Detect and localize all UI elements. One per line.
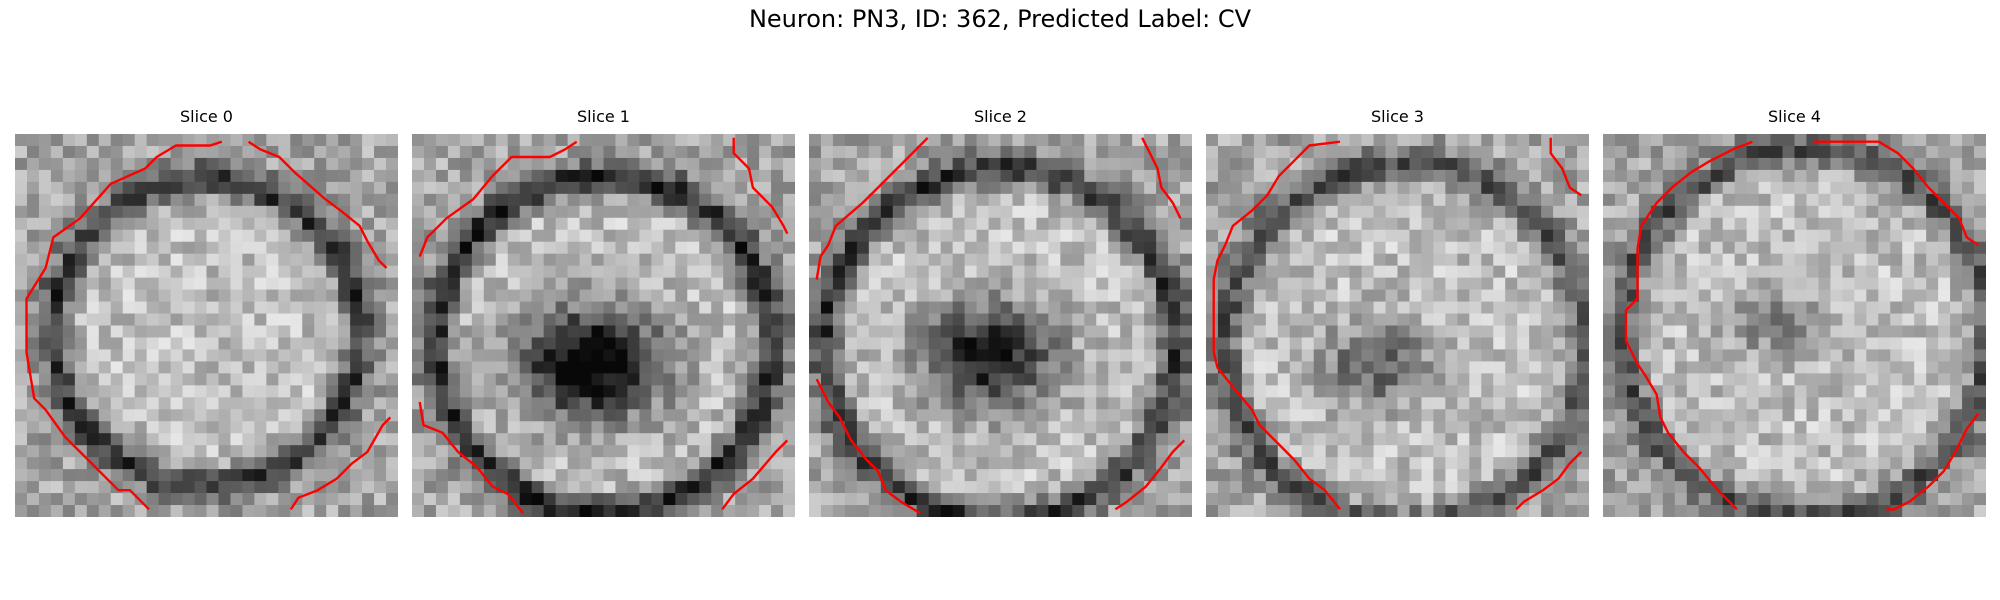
contour-line (1624, 140, 1753, 511)
contour-line (1515, 451, 1583, 511)
slice-title-3: Slice 3 (1371, 107, 1424, 126)
contour-line (247, 140, 388, 269)
slice-title-0: Slice 0 (180, 107, 233, 126)
pixel-grid (809, 134, 1192, 517)
contour-line (1549, 137, 1582, 197)
contour-line (721, 439, 789, 511)
contour-line (732, 137, 789, 235)
slice-image-4 (1603, 134, 1986, 517)
contour-line (1813, 140, 1979, 247)
slice-panel-2: Slice 2 (809, 107, 1192, 519)
contour-line (418, 140, 578, 258)
contour-line (815, 378, 921, 515)
slice-image-3 (1206, 134, 1589, 517)
pixel-grid (1206, 134, 1589, 517)
contour-line (1212, 140, 1341, 511)
slice-panel-4: Slice 4 (1603, 107, 1986, 519)
slice-panel-3: Slice 3 (1206, 107, 1589, 519)
slice-title-1: Slice 1 (577, 107, 630, 126)
pixel-grid (1603, 134, 1986, 517)
contour-line (25, 140, 223, 511)
figure-title: Neuron: PN3, ID: 362, Predicted Label: C… (748, 5, 1252, 33)
pixel-grid (15, 134, 398, 517)
contour-line (1886, 412, 1980, 511)
slice-image-1 (412, 134, 795, 517)
slice-title-2: Slice 2 (974, 107, 1027, 126)
slice-image-2 (809, 134, 1192, 517)
contour-line (418, 401, 525, 514)
slice-title-4: Slice 4 (1768, 107, 1821, 126)
contour-line (1114, 439, 1186, 511)
slice-image-0 (15, 134, 398, 517)
slice-panel-0: Slice 0 (15, 107, 398, 519)
slice-panel-1: Slice 1 (412, 107, 795, 519)
contour-line (289, 416, 392, 510)
contour-line (1141, 137, 1182, 219)
contour-line (815, 136, 929, 280)
